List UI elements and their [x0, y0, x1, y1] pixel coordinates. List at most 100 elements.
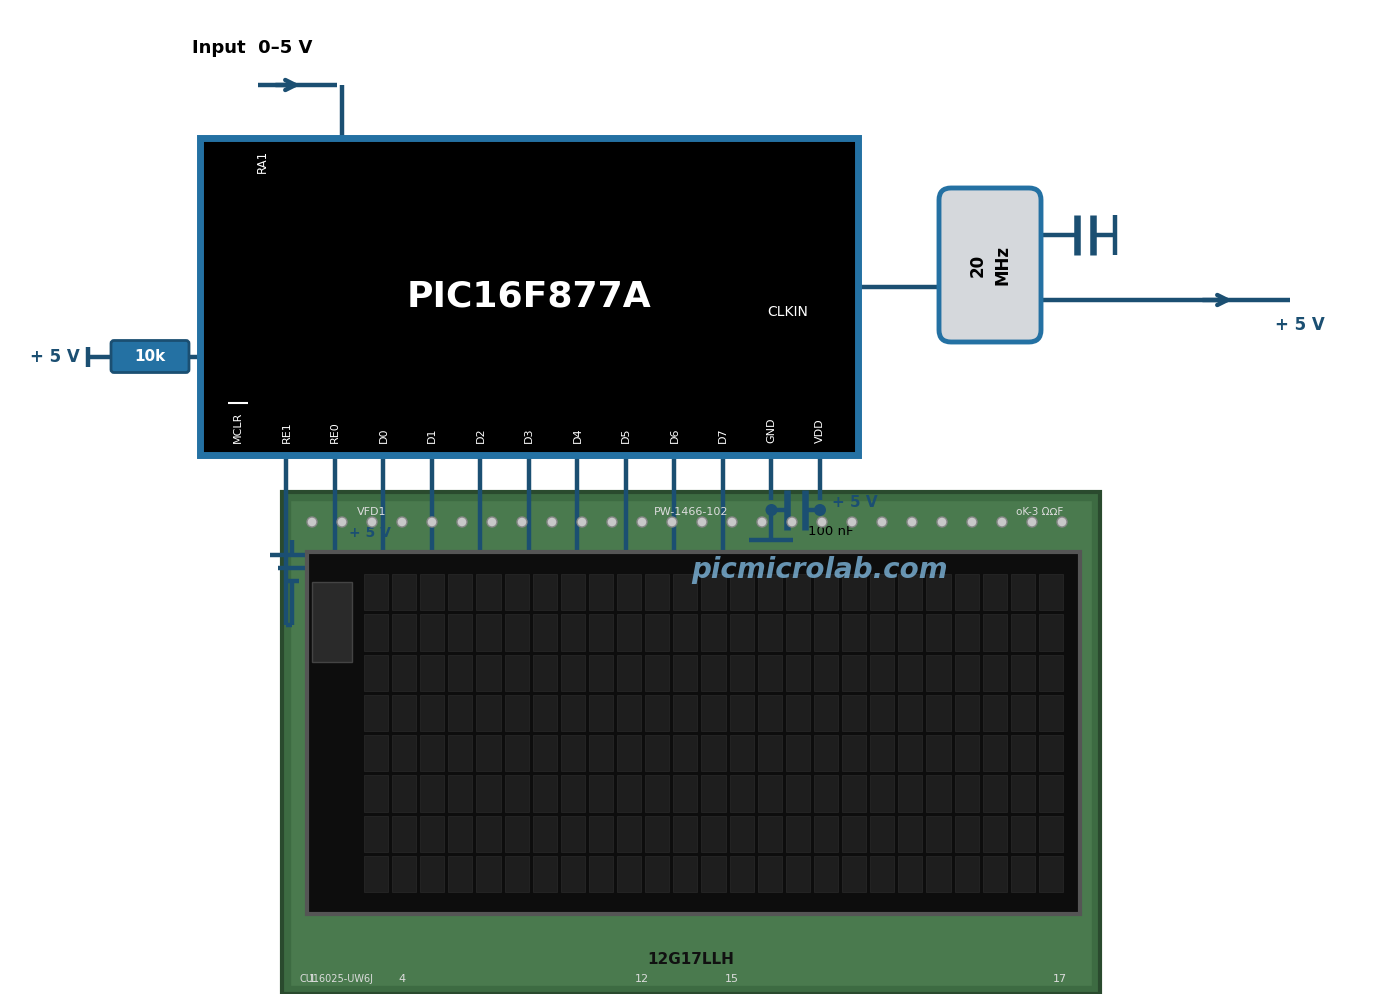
Bar — [588, 735, 613, 771]
Bar — [561, 815, 584, 852]
Bar — [870, 574, 894, 610]
Bar — [674, 735, 697, 771]
Bar — [532, 614, 557, 650]
Text: + 5 V: + 5 V — [349, 526, 390, 540]
Text: CLKIN: CLKIN — [767, 304, 808, 318]
Bar — [983, 856, 1006, 892]
Bar — [392, 735, 417, 771]
Bar — [674, 856, 697, 892]
Circle shape — [367, 517, 377, 527]
Bar — [1040, 856, 1063, 892]
Bar — [617, 695, 641, 731]
Circle shape — [697, 517, 707, 527]
Bar — [312, 582, 352, 662]
Bar — [898, 775, 923, 811]
Bar — [870, 614, 894, 650]
Bar — [870, 775, 894, 811]
Bar — [814, 775, 837, 811]
Bar — [561, 574, 584, 610]
Bar — [842, 775, 866, 811]
Bar — [730, 574, 754, 610]
Bar — [927, 815, 950, 852]
Bar — [674, 695, 697, 731]
Bar — [758, 815, 782, 852]
Bar — [645, 614, 670, 650]
Bar — [448, 815, 473, 852]
Bar — [505, 695, 529, 731]
Bar — [364, 815, 388, 852]
Circle shape — [456, 517, 468, 527]
Text: D3: D3 — [524, 427, 534, 443]
Circle shape — [307, 517, 318, 527]
Bar — [477, 614, 500, 650]
Circle shape — [727, 517, 737, 527]
Bar — [505, 654, 529, 691]
Text: 100 nF: 100 nF — [807, 525, 854, 538]
Bar — [561, 695, 584, 731]
Circle shape — [397, 517, 407, 527]
FancyBboxPatch shape — [939, 188, 1041, 342]
Text: D1: D1 — [428, 427, 437, 443]
Text: D5: D5 — [622, 427, 631, 443]
Bar — [1011, 695, 1035, 731]
Text: 1: 1 — [308, 974, 315, 984]
Bar — [421, 614, 444, 650]
Circle shape — [814, 504, 826, 516]
Bar — [758, 735, 782, 771]
Text: D7: D7 — [718, 427, 727, 443]
Bar — [448, 695, 473, 731]
Bar — [730, 775, 754, 811]
Bar — [983, 695, 1006, 731]
Bar — [505, 574, 529, 610]
Bar — [898, 815, 923, 852]
Bar — [421, 775, 444, 811]
Bar — [532, 775, 557, 811]
Bar — [814, 654, 837, 691]
Bar — [954, 614, 979, 650]
Bar — [617, 614, 641, 650]
Bar — [842, 574, 866, 610]
Bar — [421, 574, 444, 610]
Bar — [898, 735, 923, 771]
Bar — [588, 775, 613, 811]
Bar — [701, 856, 726, 892]
Bar — [1011, 735, 1035, 771]
Bar — [392, 775, 417, 811]
Bar — [927, 614, 950, 650]
Bar — [645, 775, 670, 811]
Bar — [954, 856, 979, 892]
Circle shape — [637, 517, 648, 527]
Bar — [730, 815, 754, 852]
Circle shape — [766, 504, 777, 516]
Bar — [730, 856, 754, 892]
Bar — [1011, 815, 1035, 852]
Bar — [730, 654, 754, 691]
Bar — [364, 614, 388, 650]
Bar — [1011, 614, 1035, 650]
Bar — [701, 654, 726, 691]
Text: 20
MHz: 20 MHz — [968, 245, 1012, 285]
Circle shape — [667, 517, 676, 527]
Bar — [588, 695, 613, 731]
Bar — [364, 574, 388, 610]
Bar — [1040, 654, 1063, 691]
Text: VFD1: VFD1 — [358, 507, 386, 517]
Bar — [392, 856, 417, 892]
Bar — [532, 574, 557, 610]
Bar — [701, 614, 726, 650]
Bar — [448, 856, 473, 892]
Bar — [364, 735, 388, 771]
Text: PW-1466-102: PW-1466-102 — [653, 507, 729, 517]
Bar — [588, 856, 613, 892]
Bar — [307, 552, 1079, 914]
Bar — [927, 856, 950, 892]
Bar — [842, 654, 866, 691]
Text: 12: 12 — [635, 974, 649, 984]
Circle shape — [578, 517, 587, 527]
Bar — [701, 735, 726, 771]
Bar — [645, 735, 670, 771]
Bar — [1040, 574, 1063, 610]
Bar — [421, 856, 444, 892]
Bar — [645, 815, 670, 852]
Bar — [983, 775, 1006, 811]
